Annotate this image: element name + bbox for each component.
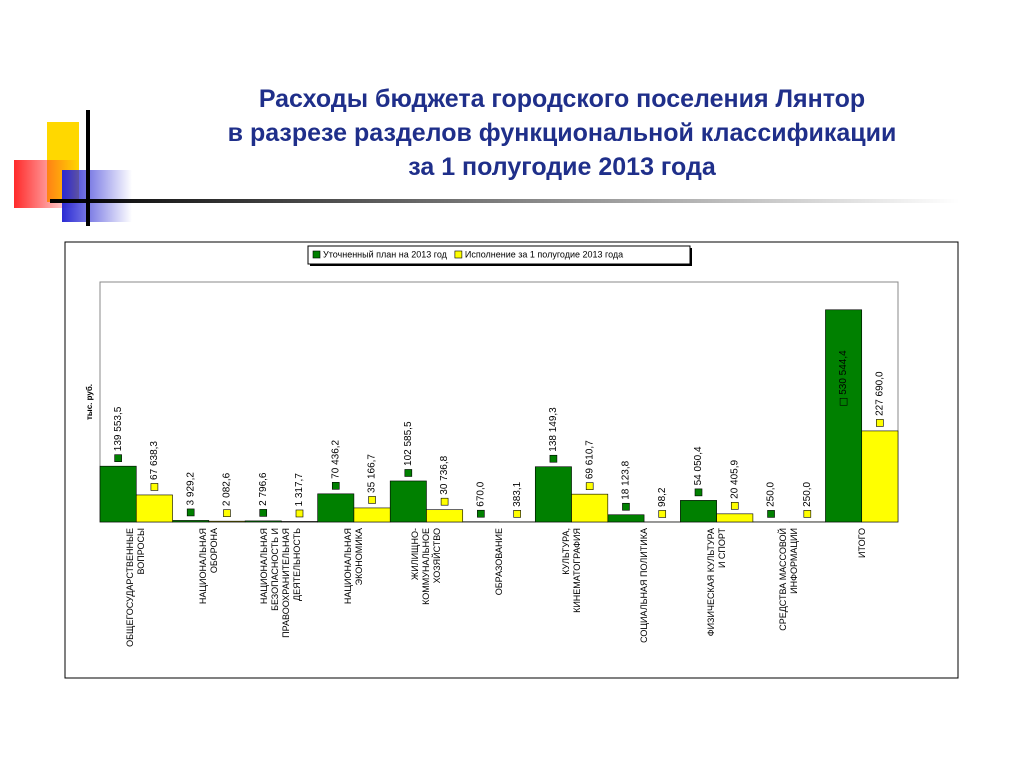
title-line: в разрезе разделов функциональной класси… — [227, 119, 897, 147]
title-line: за 1 полугодие 2013 года — [408, 153, 716, 181]
data-label: 227 690,0 — [875, 371, 886, 416]
data-label: 2 082,6 — [222, 472, 233, 506]
label-key — [767, 510, 775, 518]
x-tick-label: НАЦИОНАЛЬНАЯ ЭКОНОМИКА — [324, 528, 384, 678]
label-key — [658, 510, 667, 518]
legend-key — [454, 250, 463, 259]
bar — [389, 480, 427, 523]
data-label: 383,1 — [512, 481, 523, 506]
bar — [244, 520, 282, 523]
label-key — [368, 496, 376, 504]
label-key — [694, 488, 703, 497]
data-label: 102 585,5 — [403, 421, 414, 466]
x-tick-label: НАЦИОНАЛЬНАЯ ОБОРОНА — [179, 528, 239, 678]
data-label: 670,0 — [476, 481, 487, 506]
x-tick-text: ФИЗИЧЕСКАЯ КУЛЬТУРА И СПОРТ — [705, 528, 727, 637]
data-label: 250,0 — [766, 481, 777, 506]
x-tick-label: ОБЩЕГОСУДАРСТВЕННЫЕ ВОПРОСЫ — [106, 528, 166, 678]
label-key — [295, 509, 304, 518]
label-key — [803, 510, 812, 518]
bar — [135, 494, 173, 523]
bar — [534, 466, 572, 523]
x-tick-label: ФИЗИЧЕСКАЯ КУЛЬТУРА И СПОРТ — [687, 528, 747, 678]
label-key — [549, 454, 558, 463]
x-tick-label: КУЛЬТУРА, КИНЕМАТОГРАФИЯ — [542, 528, 602, 678]
bar — [716, 513, 754, 523]
legend-label: Уточненный план на 2013 год — [323, 249, 448, 259]
label-key — [404, 469, 413, 477]
label-key — [259, 509, 268, 517]
legend-label: Исполнение за 1 полугодие 2013 года — [465, 249, 623, 259]
x-tick-text: НАЦИОНАЛЬНАЯ ЭКОНОМИКА — [342, 528, 364, 605]
slide-title: Расходы бюджета городского поселения Лян… — [100, 82, 1024, 184]
x-tick-label: ИТОГО — [832, 528, 892, 678]
label-key — [622, 502, 630, 511]
decoration — [14, 110, 960, 226]
data-label: 250,0 — [802, 481, 813, 506]
bar — [607, 514, 645, 523]
label-key — [223, 509, 231, 517]
bar — [208, 520, 246, 523]
data-label: 69 610,7 — [584, 440, 595, 479]
data-label: 139 553,5 — [113, 406, 124, 451]
data-label: 2 796,6 — [258, 472, 269, 506]
bar — [172, 520, 210, 523]
x-tick-label: ЖИЛИЩНО- КОММУНАЛЬНОЕ ХОЗЯЙСТВО — [396, 528, 456, 678]
legend — [307, 245, 691, 265]
label-key — [150, 483, 159, 491]
x-tick-text: НАЦИОНАЛЬНАЯ БЕЗОПАСНОСТЬ И ПРАВООХРАНИТ… — [259, 528, 303, 638]
x-tick-text: ЖИЛИЩНО- КОММУНАЛЬНОЕ ХОЗЯЙСТВО — [409, 528, 442, 605]
x-tick-label: ОБРАЗОВАНИЕ — [469, 528, 529, 678]
data-label: 20 405,9 — [729, 459, 740, 498]
data-label: 138 149,3 — [548, 407, 559, 452]
label-key — [114, 454, 122, 462]
data-label: 530 544,4 — [838, 350, 849, 395]
data-label: 18 123,8 — [621, 460, 632, 499]
bar — [99, 465, 137, 523]
x-tick-label: НАЦИОНАЛЬНАЯ БЕЗОПАСНОСТЬ И ПРАВООХРАНИТ… — [251, 528, 311, 678]
label-key — [440, 497, 449, 506]
x-tick-text: ОБРАЗОВАНИЕ — [493, 528, 504, 596]
legend-key — [312, 250, 321, 259]
bar — [426, 509, 464, 523]
label-key — [331, 482, 340, 490]
label-key — [186, 508, 195, 517]
x-tick-text: СРЕДСТВА МАССОВОЙ ИНФОРМАЦИИ — [778, 528, 800, 631]
x-tick-label: СРЕДСТВА МАССОВОЙ ИНФОРМАЦИИ — [759, 528, 819, 678]
label-key — [876, 419, 884, 427]
plot-area — [99, 281, 899, 523]
bar — [861, 430, 899, 523]
y-axis-label: тыс. руб. — [85, 384, 94, 420]
label-key — [585, 482, 594, 490]
x-tick-text: ОБЩЕГОСУДАРСТВЕННЫЕ ВОПРОСЫ — [125, 528, 147, 647]
data-label: 35 166,7 — [367, 454, 378, 493]
label-key — [730, 502, 739, 510]
data-label: 1 317,7 — [294, 473, 305, 507]
x-tick-text: ИТОГО — [856, 528, 867, 558]
bar — [825, 309, 863, 523]
bar — [680, 500, 717, 523]
data-label: 30 736,8 — [439, 455, 450, 494]
data-label: 98,2 — [657, 487, 668, 507]
label-key — [513, 510, 521, 518]
bar — [353, 507, 391, 523]
label-key — [477, 509, 485, 518]
data-label: 70 436,2 — [330, 439, 341, 478]
x-tick-text: КУЛЬТУРА, КИНЕМАТОГРАФИЯ — [560, 528, 582, 613]
data-label: 3 929,2 — [185, 472, 196, 506]
label-key — [839, 397, 848, 406]
title-line: Расходы бюджета городского поселения Лян… — [258, 85, 866, 113]
data-label: 54 050,4 — [693, 446, 704, 485]
bar — [317, 493, 355, 523]
x-tick-text: НАЦИОНАЛЬНАЯ ОБОРОНА — [197, 528, 219, 605]
bar — [281, 521, 318, 523]
x-tick-text: СОЦИАЛЬНАЯ ПОЛИТИКА — [638, 528, 649, 643]
x-tick-label: СОЦИАЛЬНАЯ ПОЛИТИКА — [614, 528, 674, 678]
data-label: 67 638,3 — [149, 441, 160, 480]
bar — [571, 493, 609, 523]
